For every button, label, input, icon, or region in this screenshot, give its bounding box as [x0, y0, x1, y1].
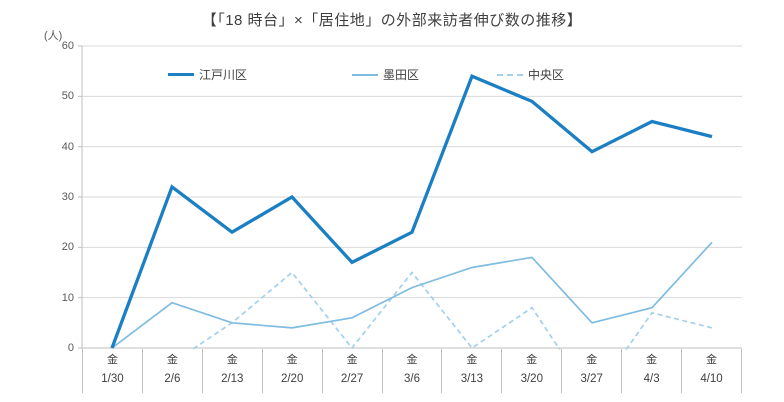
x-category-cell: 金 3/20: [501, 349, 561, 393]
y-tick-label: 10: [61, 291, 74, 304]
legend-line-swatch-sumida: [352, 73, 378, 76]
legend-item-sumida: 墨田区: [352, 67, 419, 82]
x-date-label: 2/27: [340, 373, 364, 385]
chart-title: 【「18 時台」×「居住地」の外部来訪者伸び数の推移】: [201, 12, 583, 29]
y-axis-unit-label: (人): [44, 30, 63, 42]
legend-label: 中央区: [528, 68, 565, 82]
x-category-cell: 金 3/27: [561, 349, 621, 393]
y-tick-label: 30: [61, 191, 74, 203]
x-category-cell: 金 2/13: [201, 349, 262, 393]
x-category-cell: 金 2/6: [141, 349, 202, 393]
x-day-label: 金: [106, 354, 118, 366]
y-tick-label: 50: [61, 90, 74, 103]
legend-item-edogawa: 江戸川区: [168, 67, 247, 82]
x-date-label: 1/30: [101, 373, 124, 385]
legend-label: 江戸川区: [199, 68, 248, 82]
x-date-label: 3/27: [580, 373, 603, 385]
x-day-label: 金: [706, 354, 718, 366]
x-day-label: 金: [406, 354, 418, 366]
x-date-label: 2/20: [280, 373, 304, 385]
x-category-cell: 金 2/27: [321, 349, 382, 393]
x-date-label: 3/6: [403, 373, 420, 385]
x-category-cell: 金 4/3: [621, 349, 681, 393]
x-date-label: 4/10: [700, 373, 723, 385]
x-day-label: 金: [526, 354, 538, 366]
legend-label: 墨田区: [383, 68, 420, 82]
legend-item-chuo: 中央区: [497, 67, 564, 82]
x-date-label: 3/20: [520, 373, 543, 385]
series-line-edogawa: [110, 74, 713, 349]
y-tick-label: 60: [61, 40, 74, 52]
series-line-chuo: [190, 271, 713, 350]
x-day-label: 金: [646, 354, 658, 366]
x-category-cell: 金 4/10: [681, 349, 741, 393]
series-line-sumida: [111, 241, 713, 349]
legend-line-swatch-edogawa: [168, 73, 194, 76]
x-date-label: 4/3: [643, 373, 660, 385]
x-category-cell: 金 3/13: [441, 349, 501, 393]
x-axis-category-band: 金 1/30 金 2/6 金 2/13 金 2/20 金 2/27 金 3/6 金 3/13 金 3/20 金 3…: [82, 349, 742, 393]
x-category-cell: 金 3/6: [381, 349, 442, 393]
y-tick-label: 40: [61, 140, 74, 153]
x-day-label: 金: [346, 354, 358, 366]
x-day-label: 金: [226, 354, 238, 366]
x-date-label: 2/13: [221, 373, 244, 385]
x-day-label: 金: [466, 354, 478, 366]
y-tick-label: 20: [61, 241, 74, 254]
legend-line-swatch-chuo: [497, 73, 523, 76]
y-tick-label: 0: [67, 342, 74, 354]
x-day-label: 金: [166, 354, 178, 366]
x-day-label: 金: [286, 354, 298, 366]
x-category-cell: 金 2/20: [261, 349, 322, 393]
x-date-label: 3/13: [460, 373, 484, 385]
x-category-cell: 金 1/30: [82, 349, 142, 393]
x-date-label: 2/6: [164, 373, 181, 385]
x-day-label: 金: [586, 354, 598, 366]
